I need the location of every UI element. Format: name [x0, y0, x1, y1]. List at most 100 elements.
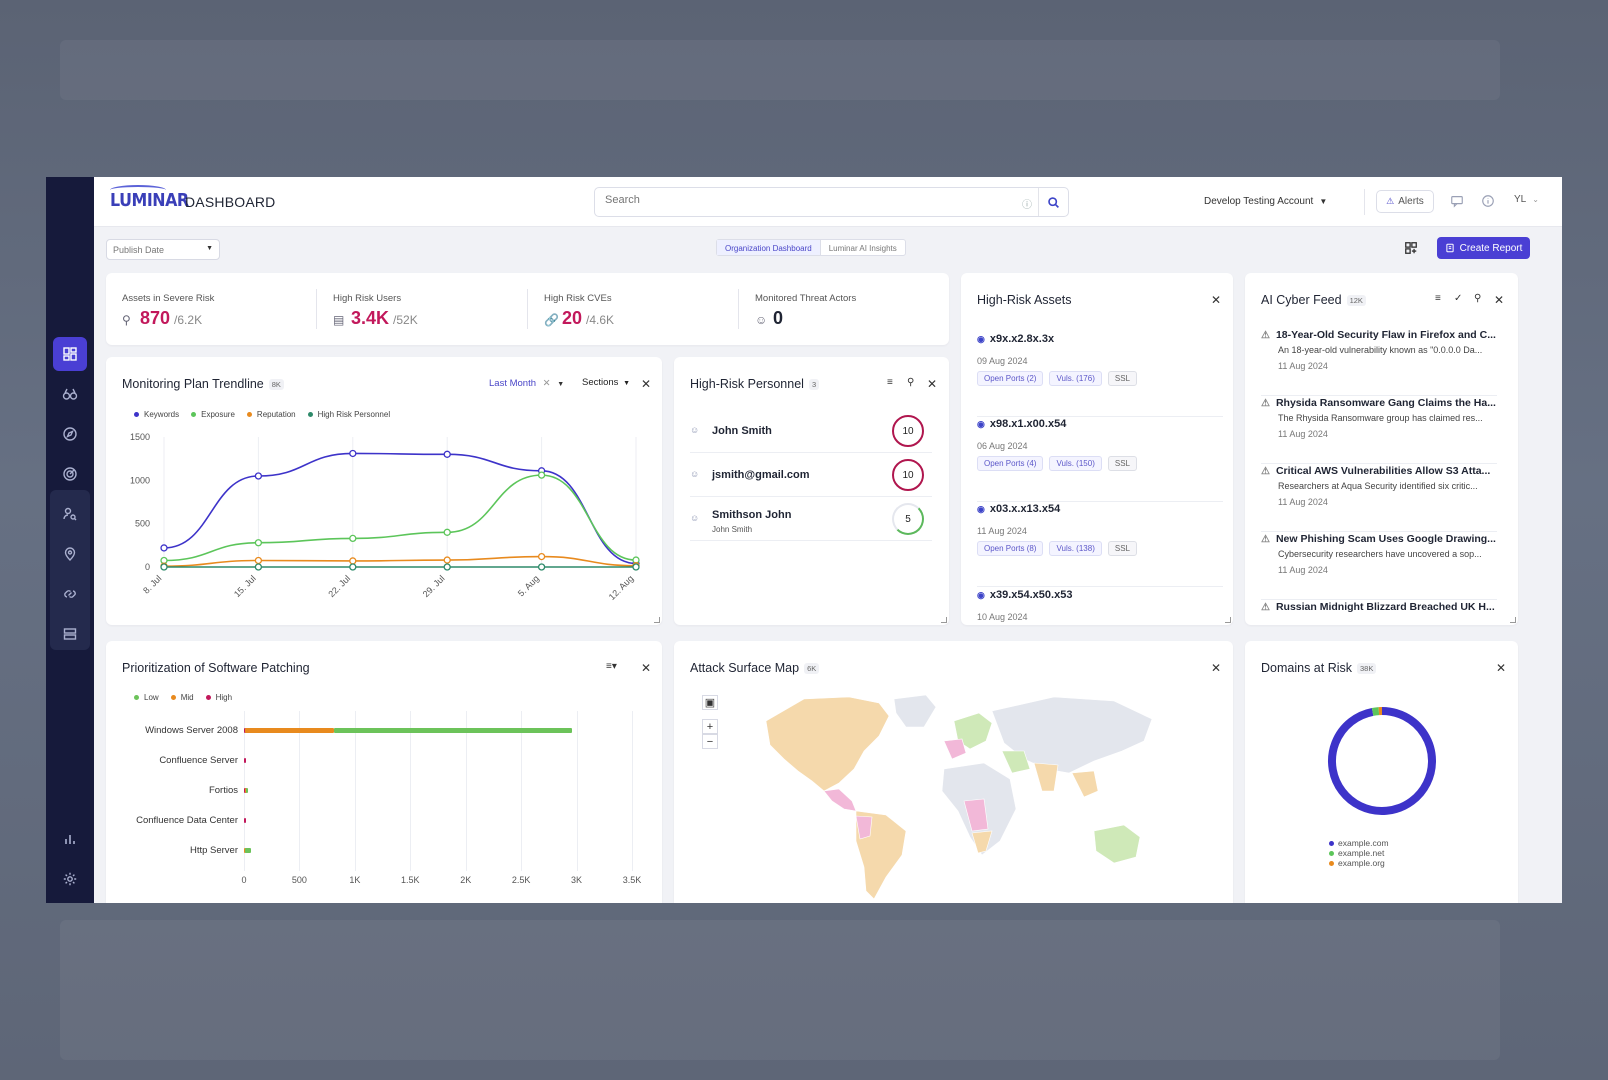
close-icon[interactable]: ✕ — [1211, 293, 1222, 307]
link-icon[interactable] — [53, 577, 87, 611]
legend-mid[interactable]: Mid — [170, 693, 194, 702]
vulns-tag[interactable]: Vuls. (176) — [1049, 371, 1102, 386]
feed-item[interactable]: ⚠ Russian Midnight Blizzard Breached UK H… — [1261, 601, 1497, 625]
personnel-row[interactable]: ☺ jsmith@gmail.com 10 — [690, 453, 932, 497]
gear-icon[interactable] — [53, 862, 87, 896]
publish-date-select[interactable]: Publish Date ▼ — [106, 239, 220, 260]
sections-dropdown[interactable]: Sections ▼ — [582, 377, 630, 388]
server-icon[interactable] — [53, 617, 87, 651]
bar-segment[interactable] — [245, 728, 334, 733]
location-pin-icon[interactable] — [53, 537, 87, 571]
account-switcher[interactable]: Develop Testing Account ▼ — [1204, 196, 1327, 207]
bar-segment[interactable] — [244, 728, 246, 733]
caret-down-icon[interactable]: ▼ — [557, 381, 565, 388]
legend-high-risk-personnel[interactable]: High Risk Personnel — [307, 410, 390, 419]
bar-segment[interactable] — [244, 818, 246, 823]
patching-bar-chart: 0 500 1K 1.5K 2K 2.5K 3K 3.5K Windows Server 200… — [106, 641, 662, 903]
ssl-tag[interactable]: SSL — [1107, 371, 1137, 386]
sort-icon[interactable]: ≡ — [1435, 293, 1441, 304]
layout-grid-icon[interactable] — [1404, 241, 1418, 255]
info-icon[interactable] — [1480, 193, 1496, 209]
user-search-icon[interactable] — [53, 497, 87, 531]
tab-organization-dashboard[interactable]: Organization Dashboard — [717, 240, 821, 255]
close-icon[interactable]: ✕ — [927, 377, 938, 391]
resize-handle[interactable] — [1510, 617, 1516, 623]
legend-example-com[interactable]: example.com — [1329, 838, 1389, 848]
close-icon[interactable]: ✕ — [641, 377, 652, 391]
bar-segment[interactable] — [246, 788, 249, 793]
resize-handle[interactable] — [654, 617, 660, 623]
vulns-tag[interactable]: Vuls. (138) — [1049, 541, 1102, 556]
bar-segment[interactable] — [245, 788, 248, 793]
ssl-tag[interactable]: SSL — [1107, 541, 1137, 556]
personnel-row[interactable]: ☺ Smithson John John Smith 5 — [690, 497, 932, 541]
kpi-monitored-threat-actors[interactable]: Monitored Threat Actors ☺ 0 — [739, 273, 949, 345]
binoculars-icon[interactable] — [53, 377, 87, 411]
legend-example-org[interactable]: example.org — [1329, 858, 1389, 868]
legend-high[interactable]: High — [205, 693, 232, 702]
data-point — [537, 563, 546, 571]
attack-map-badge: 6K — [804, 663, 820, 675]
feed-item[interactable]: ⚠ New Phishing Scam Uses Google Drawing..… — [1261, 533, 1497, 600]
kpi-high-risk-users[interactable]: High Risk Users ▤ 3.4K/52K — [317, 273, 527, 345]
search-button[interactable] — [1038, 188, 1068, 216]
bar-segment[interactable] — [244, 848, 246, 853]
legend-example-net[interactable]: example.net — [1329, 848, 1389, 858]
asset-item[interactable]: ◉ x39.x54.x50.x53 10 Aug 2024 — [977, 589, 1223, 625]
mark-read-icon[interactable]: ✓ — [1454, 293, 1463, 304]
clear-icon[interactable]: ✕ — [542, 378, 551, 389]
bar-segment[interactable] — [244, 788, 246, 793]
open-ports-tag[interactable]: Open Ports (4) — [977, 456, 1044, 471]
sort-icon[interactable]: ≡ — [887, 377, 893, 388]
range-filter[interactable]: Last Month ✕ ▼ — [489, 378, 564, 389]
x-gridline — [354, 711, 356, 871]
personnel-row[interactable]: ☺ John Smith 10 — [690, 409, 932, 453]
app-logo[interactable]: LUMINAR — [110, 190, 189, 211]
legend-keywords[interactable]: Keywords — [134, 410, 179, 419]
open-ports-tag[interactable]: Open Ports (8) — [977, 541, 1044, 556]
bar-chart-icon[interactable] — [53, 822, 87, 856]
resize-handle[interactable] — [941, 617, 947, 623]
tab-luminar-ai-insights[interactable]: Luminar AI Insights — [828, 244, 897, 253]
legend-exposure[interactable]: Exposure — [191, 410, 235, 419]
open-ports-tag[interactable]: Open Ports (2) — [977, 371, 1044, 386]
feed-item[interactable]: ⚠ Critical AWS Vulnerabilities Allow S3 A… — [1261, 465, 1497, 532]
asset-item[interactable]: ◉ x9x.x2.8x.3x 09 Aug 2024 Open Ports (2)… — [977, 333, 1223, 417]
legend-low[interactable]: Low — [134, 693, 159, 702]
chat-icon[interactable] — [1449, 193, 1465, 209]
nav-dashboard-icon[interactable] — [53, 337, 87, 371]
feed-item[interactable]: ⚠ Rhysida Ransomware Gang Claims the Ha..… — [1261, 397, 1497, 464]
legend-reputation[interactable]: Reputation — [246, 410, 296, 419]
bar-segment[interactable] — [333, 728, 573, 733]
fit-map-icon[interactable]: ▣ — [702, 695, 718, 710]
zoom-out-button[interactable]: − — [702, 734, 718, 749]
sort-menu-icon[interactable]: ≡▾ — [606, 661, 617, 672]
world-map[interactable] — [674, 641, 1233, 903]
radar-icon[interactable] — [53, 457, 87, 491]
search-icon[interactable]: ⚲ — [907, 377, 915, 388]
feed-item[interactable]: ⚠ 18-Year-Old Security Flaw in Firefox an… — [1261, 329, 1497, 396]
asset-item[interactable]: ◉ x03.x.x13.x54 11 Aug 2024 Open Ports (8… — [977, 503, 1223, 587]
compass-icon[interactable] — [53, 417, 87, 451]
kpi-assets-severe-risk[interactable]: Assets in Severe Risk ⚲ 870/6.2K — [106, 273, 316, 345]
search-icon[interactable]: ⚲ — [1474, 293, 1482, 304]
asset-item[interactable]: ◉ x98.x1.x00.x54 06 Aug 2024 Open Ports (… — [977, 418, 1223, 502]
domains-title-text: Domains at Risk — [1261, 661, 1352, 675]
vulns-tag[interactable]: Vuls. (150) — [1049, 456, 1102, 471]
help-circle-icon[interactable]: ⓘ — [1022, 200, 1032, 211]
close-icon[interactable]: ✕ — [1496, 661, 1507, 675]
close-icon[interactable]: ✕ — [641, 661, 652, 675]
alerts-button[interactable]: ⚠ Alerts — [1376, 190, 1434, 213]
search-input[interactable] — [605, 194, 985, 206]
kpi-high-risk-cves[interactable]: High Risk CVEs 🔗 20/4.6K — [528, 273, 738, 345]
bar-segment[interactable] — [244, 758, 246, 763]
close-icon[interactable]: ✕ — [1494, 293, 1505, 307]
create-report-button[interactable]: Create Report — [1437, 237, 1530, 259]
ssl-tag[interactable]: SSL — [1107, 456, 1137, 471]
domains-donut-chart[interactable] — [1245, 681, 1518, 871]
user-avatar[interactable]: YL ⌄ — [1514, 194, 1539, 205]
resize-handle[interactable] — [1225, 617, 1231, 623]
zoom-in-button[interactable]: + — [702, 719, 718, 734]
close-icon[interactable]: ✕ — [1211, 661, 1222, 675]
bar-segment[interactable] — [245, 848, 251, 853]
